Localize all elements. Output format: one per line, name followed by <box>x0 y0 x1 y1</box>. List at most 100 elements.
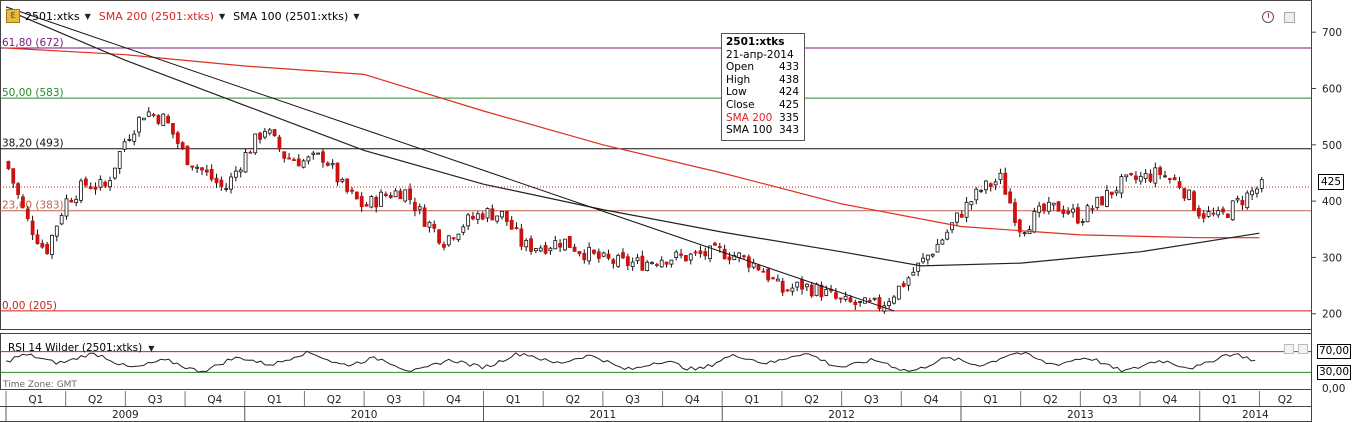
candle-body <box>616 254 621 267</box>
quarter-label: Q2 <box>1043 394 1058 406</box>
candle-body <box>684 255 688 262</box>
rsi-line <box>5 350 1256 373</box>
year-label: 2012 <box>828 409 855 421</box>
quarter-label: Q4 <box>1162 394 1177 406</box>
candle-body <box>142 117 146 121</box>
candle-body <box>108 180 112 188</box>
candle-body <box>959 213 964 218</box>
candle-body <box>1100 196 1104 206</box>
candle-body <box>442 243 446 248</box>
candle-body <box>693 251 698 254</box>
candle-body <box>1158 167 1163 175</box>
rsi-30-tag: 30,00 <box>1317 365 1351 380</box>
candle-body <box>911 271 916 276</box>
candle-body <box>795 281 800 288</box>
symbol-selector[interactable]: E 2501:xtks ▼ <box>6 9 91 23</box>
tooltip-sma100-label: SMA 100 <box>726 124 773 137</box>
candle-body <box>650 262 654 265</box>
candle-body <box>921 257 925 263</box>
candle-body <box>1095 196 1100 208</box>
quarter-label: Q1 <box>28 394 43 406</box>
candle-body <box>282 151 287 159</box>
fib-level-label: 23,60 (383) <box>2 200 64 212</box>
candle-body <box>350 189 354 192</box>
candle-body <box>54 225 59 237</box>
candle-body <box>1182 188 1187 199</box>
candle-body <box>1042 203 1046 212</box>
candle-body <box>374 196 379 208</box>
candle-body <box>316 152 321 155</box>
candle-body <box>519 228 524 247</box>
candle-body <box>500 211 504 218</box>
candle-body <box>993 181 998 186</box>
candle-body <box>1061 209 1066 214</box>
tooltip-title: 2501:xtks <box>726 36 785 48</box>
y-tick-label: 600 <box>1322 83 1342 95</box>
sma200-selector[interactable]: SMA 200 (2501:xtks) ▼ <box>99 10 225 23</box>
trend-line <box>5 6 895 312</box>
quarter-label: Q4 <box>446 394 461 406</box>
tooltip-sma200-label: SMA 200 <box>726 111 773 124</box>
candle-body <box>16 183 20 195</box>
clock-icon[interactable] <box>1262 11 1274 23</box>
chevron-down-icon[interactable]: ▼ <box>148 343 155 353</box>
quarter-label: Q4 <box>685 394 700 406</box>
candle-body <box>466 214 471 227</box>
candle-body <box>834 292 838 299</box>
y-tick-label: 500 <box>1322 140 1342 152</box>
quarter-label: Q3 <box>625 394 640 406</box>
y-tick-label: 300 <box>1322 252 1342 264</box>
candle-body <box>867 300 872 302</box>
candle-body <box>398 190 403 200</box>
candle-body <box>1187 189 1192 200</box>
exchange-logo-icon: E <box>6 9 20 23</box>
fib-level-label: 50,00 (583) <box>2 87 64 99</box>
candle-body <box>6 160 11 170</box>
candle-body <box>819 284 824 298</box>
candle-body <box>804 283 809 288</box>
candle-body <box>553 240 558 250</box>
minimize-icon[interactable] <box>1284 344 1294 354</box>
candle-body <box>925 254 930 261</box>
candle-body <box>408 188 412 201</box>
quarter-label: Q1 <box>1222 394 1237 406</box>
candle-body <box>1032 211 1037 233</box>
candle-body <box>495 215 500 222</box>
candle-body <box>1080 221 1085 223</box>
candle-body <box>1143 172 1148 179</box>
candle-body <box>809 284 814 297</box>
candle-body <box>214 177 219 184</box>
candle-body <box>388 195 393 199</box>
candle-body <box>504 210 509 222</box>
candle-body <box>59 215 64 225</box>
quarter-label: Q2 <box>88 394 103 406</box>
quarter-label: Q4 <box>924 394 939 406</box>
tooltip-close-value: 425 <box>779 98 800 111</box>
candle-body <box>654 264 659 266</box>
y-tick-label: 700 <box>1322 27 1342 39</box>
candle-body <box>422 207 427 227</box>
tooltip-sma100-value: 343 <box>779 124 800 137</box>
candle-body <box>1134 175 1138 180</box>
quarter-label: Q3 <box>386 394 401 406</box>
candle-body <box>311 152 316 155</box>
candle-body <box>630 261 635 268</box>
candle-body <box>30 220 35 235</box>
candle-body <box>853 301 858 305</box>
chevron-down-icon[interactable]: ▼ <box>84 11 91 21</box>
rsi-selector[interactable]: RSI 14 Wilder (2501:xtks) ▼ <box>8 342 154 354</box>
candle-body <box>277 136 282 150</box>
chevron-down-icon[interactable]: ▼ <box>353 11 360 21</box>
candle-body <box>132 133 137 142</box>
candle-body <box>137 116 141 133</box>
candle-body <box>451 237 456 240</box>
candle-body <box>485 208 490 219</box>
maximize-icon[interactable] <box>1284 12 1295 23</box>
candle-body <box>1085 205 1090 223</box>
candle-body <box>1259 179 1264 189</box>
maximize-icon[interactable] <box>1298 344 1308 354</box>
candle-body <box>35 234 40 245</box>
chevron-down-icon[interactable]: ▼ <box>218 11 226 21</box>
sma100-selector[interactable]: SMA 100 (2501:xtks) ▼ <box>233 10 359 23</box>
